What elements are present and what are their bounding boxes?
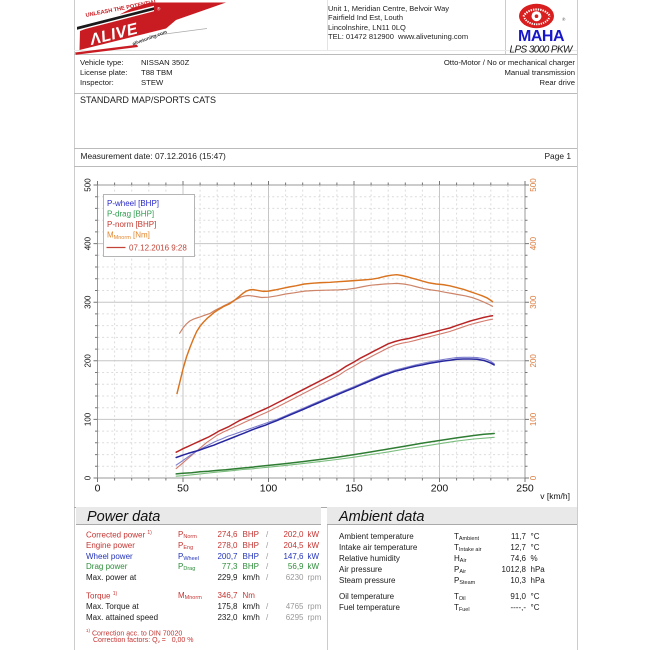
svg-text:150: 150 (345, 483, 363, 495)
svg-text:MAHA: MAHA (518, 28, 565, 45)
svg-text:v [km/h]: v [km/h] (540, 491, 570, 501)
svg-text:0: 0 (95, 483, 101, 495)
svg-text:MMnorm [Nm]: MMnorm [Nm] (107, 231, 150, 242)
svg-text:0: 0 (84, 475, 93, 480)
svg-text:07.12.2016 9:28: 07.12.2016 9:28 (129, 244, 187, 253)
svg-text:LPS 3000 PKW: LPS 3000 PKW (510, 45, 575, 56)
svg-text:200: 200 (431, 483, 449, 495)
svg-text:®: ® (562, 16, 566, 22)
svg-text:500: 500 (84, 178, 93, 192)
svg-text:200: 200 (84, 354, 93, 368)
svg-text:300: 300 (84, 295, 93, 309)
svg-text:0: 0 (529, 475, 538, 480)
svg-text:100: 100 (529, 412, 538, 426)
svg-text:®: ® (157, 6, 161, 12)
svg-text:300: 300 (529, 295, 538, 309)
svg-text:100: 100 (84, 412, 93, 426)
svg-text:500: 500 (529, 178, 538, 192)
svg-text:200: 200 (529, 354, 538, 368)
svg-text:250: 250 (516, 483, 534, 495)
svg-text:400: 400 (84, 236, 93, 250)
svg-text:P-wheel [BHP]: P-wheel [BHP] (107, 199, 159, 208)
svg-text:P-norm [BHP]: P-norm [BHP] (107, 220, 156, 229)
svg-text:P-drag [BHP]: P-drag [BHP] (107, 210, 154, 219)
svg-text:100: 100 (260, 483, 278, 495)
svg-text:50: 50 (177, 483, 189, 495)
svg-text:400: 400 (529, 236, 538, 250)
